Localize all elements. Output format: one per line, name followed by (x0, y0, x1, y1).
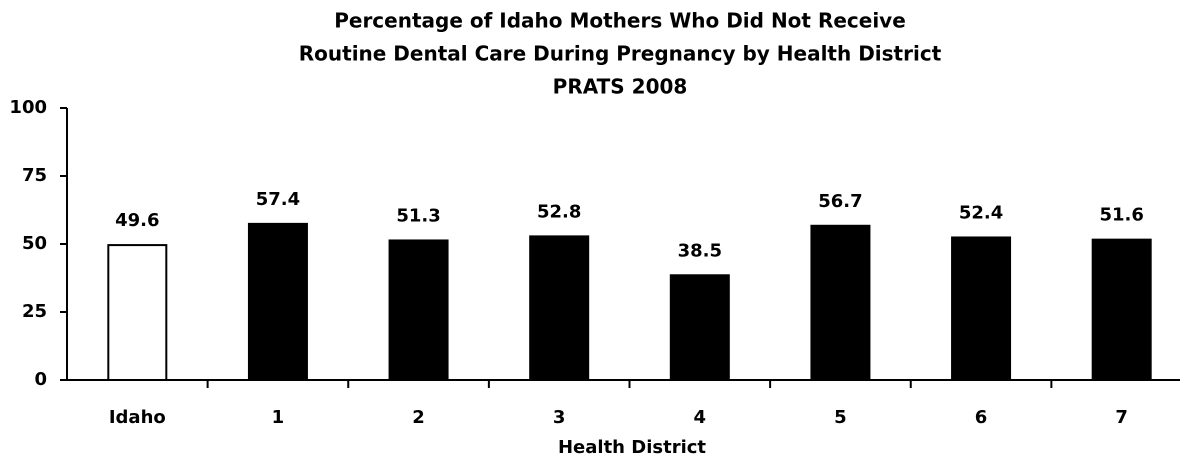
x-tick-label: 6 (975, 407, 988, 428)
data-label: 57.4 (256, 189, 300, 210)
x-tick-label: Idaho (109, 407, 166, 428)
bar (388, 239, 449, 381)
y-tick-label: 50 (22, 233, 47, 254)
chart-title: Routine Dental Care During Pregnancy by … (299, 42, 942, 66)
y-tick-label: 0 (34, 369, 47, 390)
chart-title: Percentage of Idaho Mothers Who Did Not … (334, 9, 906, 33)
data-label: 52.4 (959, 202, 1003, 223)
bar (107, 244, 168, 381)
x-tick-label: 3 (553, 407, 566, 428)
data-label: 52.8 (537, 201, 581, 222)
bar (529, 235, 590, 381)
x-tick-label: 7 (1115, 407, 1128, 428)
bar (669, 274, 730, 381)
data-label: 51.6 (1099, 205, 1143, 226)
bar (1091, 238, 1152, 381)
y-tick-label: 75 (22, 165, 47, 186)
bar (810, 224, 871, 381)
x-tick-label: 2 (412, 407, 425, 428)
data-label: 49.6 (115, 210, 159, 231)
chart-title: PRATS 2008 (553, 75, 688, 99)
data-label: 38.5 (678, 240, 722, 261)
bar (247, 222, 308, 381)
data-label: 51.3 (396, 205, 440, 226)
y-tick-label: 100 (9, 97, 47, 118)
y-tick-label: 25 (22, 301, 47, 322)
data-label: 56.7 (818, 191, 862, 212)
x-tick-label: 4 (694, 407, 707, 428)
x-axis-label: Health District (558, 437, 706, 458)
x-tick-label: 5 (834, 407, 847, 428)
x-tick-label: 1 (272, 407, 285, 428)
bar (951, 236, 1012, 381)
